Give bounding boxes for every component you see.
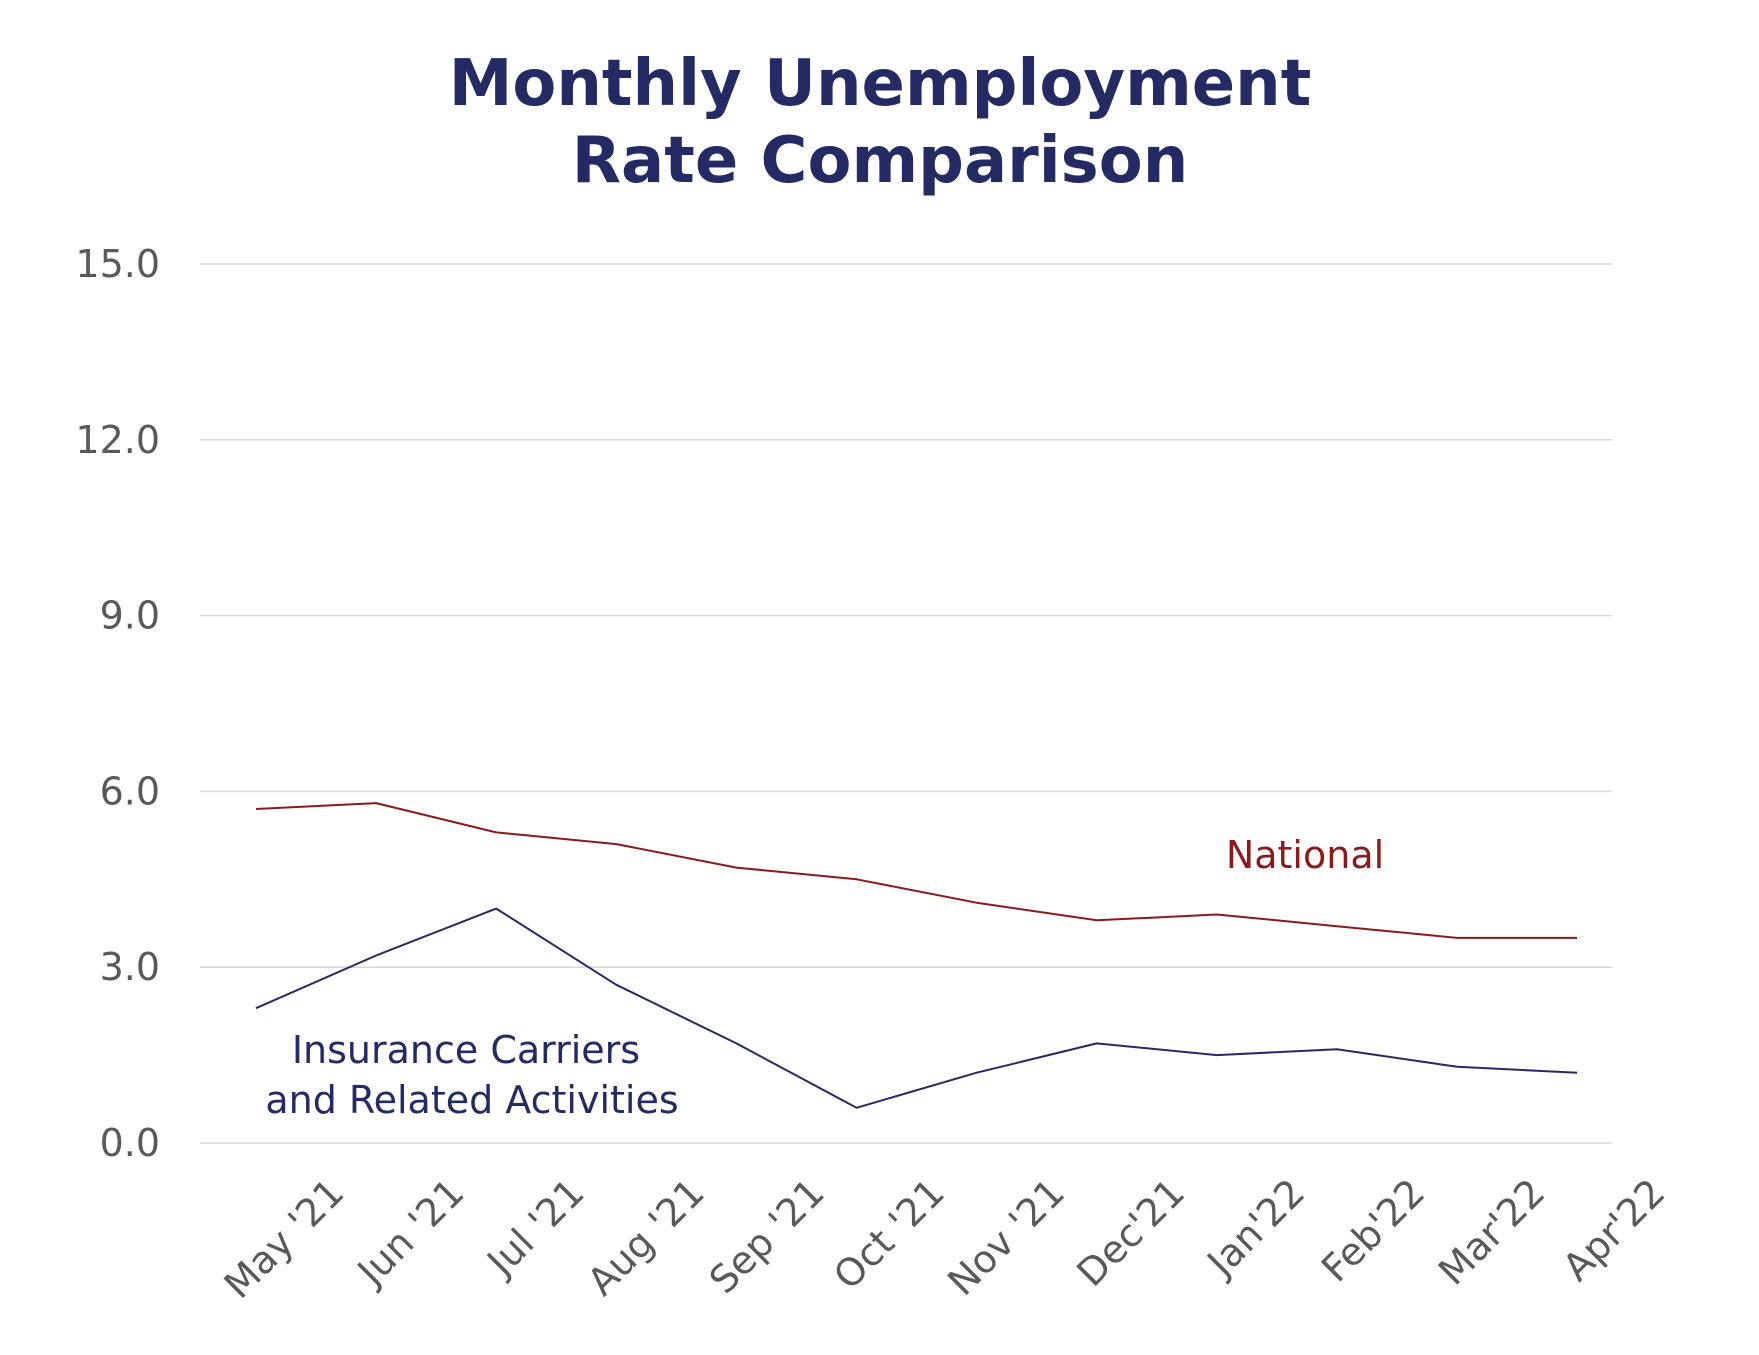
y-tick-label: 9.0	[100, 594, 160, 638]
series-label-insurance-line-2: and Related Activities	[265, 1078, 678, 1122]
chart-title-line-2: Rate Comparison	[572, 124, 1189, 198]
x-tick-label: Oct '21	[825, 1170, 953, 1298]
y-tick-label: 15.0	[75, 242, 160, 286]
x-tick-label: Dec'21	[1068, 1170, 1193, 1295]
x-tick-label: Feb'22	[1313, 1170, 1433, 1290]
series-label-insurance: Insurance Carriers and Related Activitie…	[265, 1028, 678, 1122]
series-labels: National Insurance Carriers and Related …	[265, 833, 1384, 1122]
series-line-national	[255, 802, 1578, 939]
series-label-insurance-line-1: Insurance Carriers	[292, 1028, 640, 1072]
chart-title: Monthly Unemployment Rate Comparison	[449, 47, 1312, 198]
x-tick-label: Jul '21	[477, 1170, 592, 1285]
x-tick-label: Aug '21	[579, 1170, 713, 1304]
x-tick-label: Mar'22	[1430, 1170, 1553, 1293]
y-tick-label: 3.0	[100, 945, 160, 989]
series-label-national-line-1: National	[1226, 833, 1384, 877]
chart-title-line-1: Monthly Unemployment	[449, 47, 1312, 121]
y-axis-tick-labels: 0.0 3.0 6.0 9.0 12.0 15.0	[75, 242, 160, 1165]
series-line-insurance	[255, 907, 1578, 1109]
x-tick-label: Jan'22	[1198, 1170, 1314, 1286]
y-tick-label: 0.0	[100, 1121, 160, 1165]
y-tick-label: 6.0	[100, 769, 160, 813]
y-tick-label: 12.0	[75, 418, 160, 462]
x-tick-label: Nov '21	[939, 1170, 1073, 1304]
x-tick-label: Sep '21	[701, 1170, 833, 1302]
series-label-national: National	[1226, 833, 1384, 877]
series-lines	[255, 802, 1578, 1109]
x-tick-label: Apr'22	[1554, 1170, 1673, 1289]
x-tick-label: Jun '21	[348, 1170, 473, 1295]
gridlines	[200, 263, 1612, 1144]
x-tick-label: May '21	[216, 1170, 353, 1307]
